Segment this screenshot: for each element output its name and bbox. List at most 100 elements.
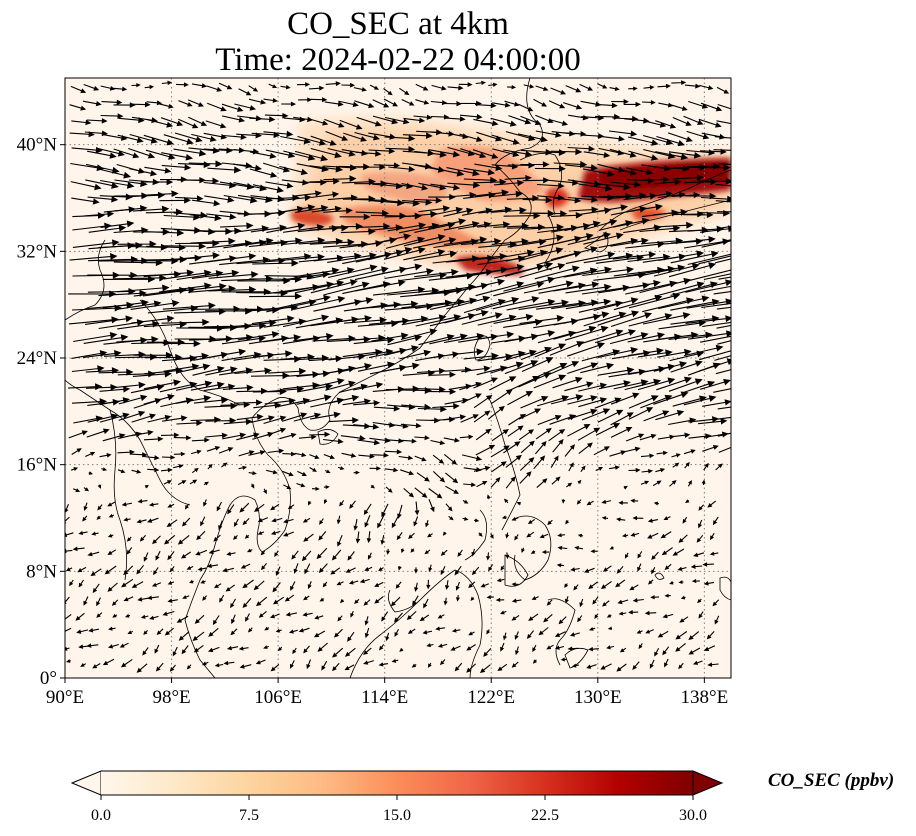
wind-arrow bbox=[579, 83, 594, 91]
wind-arrow bbox=[613, 294, 663, 311]
wind-arrow bbox=[336, 581, 344, 586]
wind-arrow bbox=[144, 484, 149, 489]
wind-arrow bbox=[347, 551, 355, 561]
wind-arrow bbox=[707, 662, 719, 667]
wind-arrow bbox=[190, 237, 236, 245]
wind-arrow bbox=[565, 520, 570, 525]
wind-arrow bbox=[506, 298, 556, 311]
wind-arrow bbox=[630, 532, 640, 537]
wind-arrow bbox=[615, 579, 626, 588]
wind-arrow bbox=[627, 136, 659, 146]
wind-arrow bbox=[507, 425, 524, 437]
wind-arrow bbox=[543, 613, 553, 623]
wind-arrow bbox=[393, 612, 403, 623]
wind-arrow bbox=[96, 515, 101, 520]
wind-arrow bbox=[163, 363, 200, 372]
wind-arrow bbox=[348, 580, 359, 585]
wind-arrow bbox=[701, 479, 706, 485]
wind-arrow bbox=[567, 196, 599, 203]
wind-arrow bbox=[520, 396, 549, 409]
wind-arrow bbox=[206, 102, 227, 112]
wind-arrow bbox=[600, 580, 612, 590]
wind-arrow bbox=[223, 660, 235, 666]
wind-arrow bbox=[606, 613, 612, 618]
wind-arrow bbox=[504, 174, 532, 182]
wind-arrow bbox=[419, 614, 430, 622]
wind-arrow bbox=[385, 486, 393, 493]
wind-arrow bbox=[533, 98, 548, 107]
wind-arrow bbox=[415, 83, 429, 91]
wind-arrow bbox=[447, 181, 481, 189]
wind-arrow bbox=[248, 98, 267, 105]
wind-arrow bbox=[418, 182, 447, 191]
wind-arrow bbox=[595, 423, 621, 436]
wind-arrow bbox=[640, 394, 673, 409]
wind-arrow bbox=[220, 401, 251, 408]
colorbar-ticks: 0.0 7.5 15.0 22.5 30.0 bbox=[91, 795, 707, 824]
wind-arrow bbox=[203, 481, 209, 486]
wind-arrow bbox=[507, 84, 517, 90]
wind-arrow bbox=[474, 189, 510, 197]
wind-arrow bbox=[293, 412, 322, 422]
wind-arrow bbox=[651, 551, 659, 561]
wind-arrow bbox=[251, 131, 281, 139]
wind-arrow bbox=[307, 581, 312, 590]
wind-arrow bbox=[563, 311, 610, 324]
wind-arrow bbox=[293, 295, 346, 311]
wind-arrow bbox=[688, 416, 720, 423]
wind-arrow bbox=[667, 132, 693, 143]
wind-arrow bbox=[683, 395, 717, 406]
wind-arrow bbox=[332, 662, 340, 672]
wind-arrow bbox=[683, 449, 696, 455]
wind-arrow bbox=[411, 663, 417, 668]
wind-arrow bbox=[192, 631, 205, 641]
wind-arrow bbox=[188, 335, 234, 343]
wind-arrow bbox=[443, 207, 474, 217]
wind-arrow bbox=[597, 183, 631, 191]
wind-arrow bbox=[669, 480, 677, 487]
wind-arrow bbox=[127, 630, 134, 634]
wind-arrow bbox=[530, 550, 536, 554]
wind-arrow bbox=[474, 163, 503, 171]
wind-arrow bbox=[195, 549, 208, 556]
wind-arrow bbox=[414, 197, 443, 204]
wind-arrow bbox=[654, 647, 660, 657]
wind-arrow bbox=[130, 299, 180, 310]
wind-arrow bbox=[613, 379, 649, 390]
wind-arrow bbox=[414, 150, 447, 158]
wind-arrow bbox=[267, 448, 285, 454]
wind-arrow bbox=[703, 581, 715, 586]
wind-arrow bbox=[641, 99, 656, 105]
wind-arrow bbox=[66, 659, 71, 663]
wind-arrow bbox=[413, 516, 419, 527]
wind-arrow bbox=[688, 100, 709, 109]
wind-arrow bbox=[463, 352, 499, 360]
wind-arrow bbox=[312, 378, 345, 388]
wind-arrow bbox=[707, 500, 717, 508]
wind-arrow bbox=[344, 664, 355, 671]
wind-arrow bbox=[103, 134, 128, 141]
wind-arrow bbox=[664, 658, 669, 668]
wind-arrow bbox=[443, 453, 458, 465]
wind-arrow bbox=[716, 239, 731, 244]
wind-arrow bbox=[234, 367, 272, 375]
wind-arrow bbox=[718, 276, 731, 280]
lat-tick-label: 32°N bbox=[17, 241, 58, 262]
wind-arrow bbox=[716, 120, 731, 125]
wind-arrow bbox=[203, 132, 228, 140]
wind-arrow bbox=[296, 482, 306, 488]
wind-arrow bbox=[715, 463, 723, 471]
wind-arrow bbox=[715, 369, 731, 375]
wind-arrow bbox=[71, 365, 105, 373]
wind-arrow bbox=[205, 366, 238, 376]
wind-arrow bbox=[129, 168, 158, 177]
wind-arrow bbox=[459, 133, 483, 142]
wind-arrow bbox=[700, 102, 723, 112]
wind-arrow bbox=[492, 102, 511, 108]
wind-arrow bbox=[318, 563, 328, 574]
wind-arrow bbox=[369, 84, 380, 90]
wind-arrow bbox=[443, 333, 485, 344]
wind-arrow bbox=[503, 441, 521, 454]
wind-arrow bbox=[699, 350, 731, 361]
wind-arrow bbox=[206, 85, 223, 92]
